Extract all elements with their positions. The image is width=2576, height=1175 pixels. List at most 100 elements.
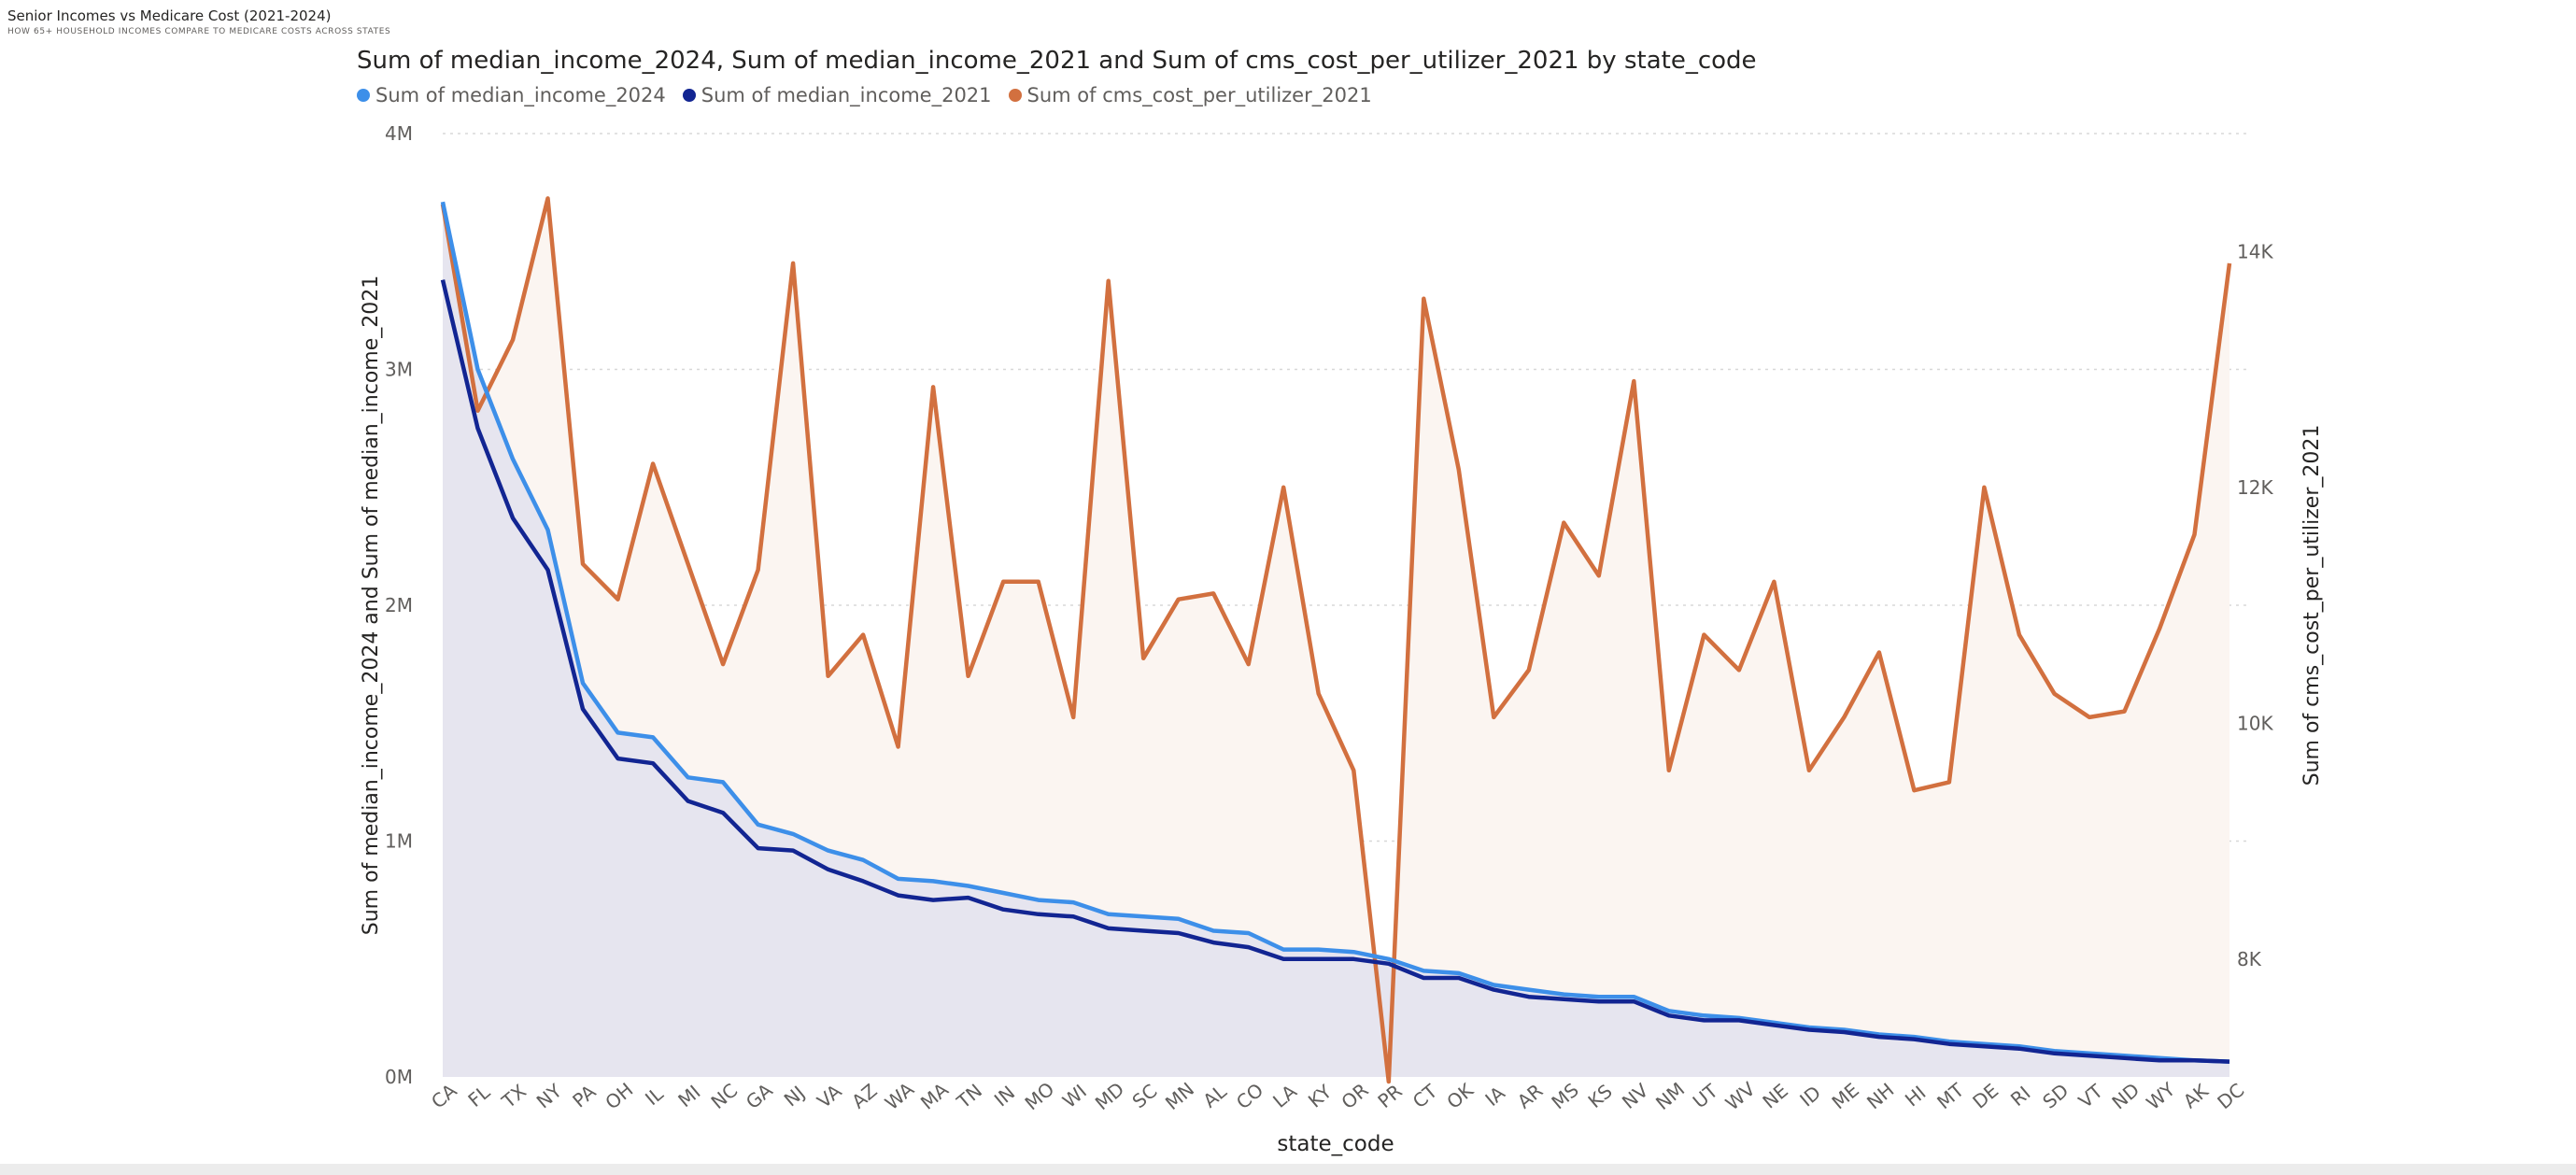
point-cms-cost (860, 632, 866, 638)
point-cms-cost (826, 673, 831, 679)
point-income-2021 (1981, 1043, 1987, 1049)
point-income-2021 (2087, 1053, 2092, 1058)
legend-label: Sum of median_income_2021 (701, 84, 992, 106)
x-tick-label: VT (2074, 1080, 2108, 1113)
x-tick-label: VA (813, 1080, 846, 1112)
point-income-2021 (720, 810, 726, 815)
y-tick-label: 4M (385, 122, 413, 145)
legend-item-cms-cost[interactable]: Sum of cms_cost_per_utilizer_2021 (1008, 84, 1372, 106)
point-income-2021 (1036, 912, 1041, 917)
point-cms-cost (1876, 650, 1882, 656)
point-cms-cost (966, 673, 971, 679)
series-line-income-2024 (440, 201, 2230, 1064)
bottom-scroll-bar (0, 1164, 2576, 1175)
y-tick-label: 1M (385, 830, 413, 853)
point-cms-cost (1806, 768, 1812, 773)
point-cms-cost (650, 461, 656, 467)
y-tick-label: 0M (385, 1066, 413, 1088)
point-income-2024 (860, 857, 866, 863)
point-income-2021 (1351, 956, 1356, 962)
point-income-2021 (1176, 930, 1182, 936)
point-income-2021 (545, 567, 551, 573)
point-cms-cost (1281, 485, 1286, 490)
point-income-2021 (1491, 987, 1496, 993)
point-income-2021 (1210, 940, 1216, 945)
y-axis-right: 8K 10K 12K 14K (2237, 240, 2273, 970)
point-income-2024 (1036, 898, 1041, 903)
point-income-2024 (1210, 927, 1216, 933)
report-subtitle: HOW 65+ HOUSEHOLD INCOMES COMPARE TO MED… (7, 27, 391, 36)
point-income-2024 (790, 831, 796, 837)
point-cms-cost (756, 567, 761, 573)
x-tick-label: NJ (780, 1082, 809, 1111)
x-tick-label: WV (1721, 1077, 1760, 1114)
point-income-2024 (930, 878, 936, 884)
x-tick-label: AZ (847, 1080, 881, 1113)
legend-dot-icon (357, 89, 370, 102)
legend-label: Sum of cms_cost_per_utilizer_2021 (1026, 84, 1372, 106)
x-tick-label: TN (952, 1080, 986, 1114)
chart-title: Sum of median_income_2024, Sum of median… (357, 47, 1757, 75)
point-income-2024 (756, 822, 761, 828)
point-income-2021 (826, 867, 831, 872)
report-title: Senior Incomes vs Medicare Cost (2021-20… (7, 7, 332, 24)
point-cms-cost (580, 561, 586, 567)
x-tick-label: WA (881, 1078, 918, 1114)
point-income-2021 (2157, 1057, 2162, 1063)
point-cms-cost (1526, 667, 1532, 672)
x-tick-label: CO (1232, 1079, 1267, 1113)
point-income-2021 (1281, 956, 1286, 962)
x-tick-label: CT (1408, 1079, 1442, 1112)
x-tick-label: SD (2038, 1079, 2073, 1112)
point-cms-cost (2227, 261, 2232, 266)
point-cms-cost (545, 195, 551, 201)
point-cms-cost (2017, 632, 2022, 638)
point-cms-cost (2157, 626, 2162, 631)
point-income-2024 (1106, 912, 1111, 917)
point-income-2021 (1246, 944, 1252, 950)
point-cms-cost (1596, 573, 1602, 578)
point-cms-cost (1911, 787, 1917, 793)
x-axis-title: state_code (1277, 1132, 1394, 1156)
point-income-2021 (1806, 1027, 1812, 1033)
legend-dot-icon (682, 89, 696, 102)
point-cms-cost (2051, 691, 2057, 697)
point-income-2021 (2121, 1055, 2127, 1061)
point-income-2021 (1070, 913, 1076, 919)
point-cms-cost (1841, 715, 1847, 720)
point-cms-cost (616, 597, 621, 602)
point-cms-cost (720, 661, 726, 667)
x-tick-label: AL (1198, 1080, 1231, 1112)
point-cms-cost (1140, 656, 1146, 661)
point-cms-cost (2121, 709, 2127, 715)
point-income-2024 (1316, 947, 1322, 953)
point-income-2021 (475, 426, 481, 432)
legend-item-income-2024[interactable]: Sum of median_income_2024 (357, 84, 666, 106)
y2-tick-label: 12K (2237, 476, 2273, 499)
x-tick-label: SC (1128, 1080, 1162, 1113)
x-tick-label: MD (1091, 1078, 1128, 1114)
point-income-2024 (1000, 890, 1006, 896)
x-tick-label: PR (1373, 1080, 1406, 1112)
x-tick-label: AR (1513, 1079, 1548, 1112)
point-income-2021 (1456, 975, 1462, 981)
x-tick-label: MO (1021, 1078, 1059, 1115)
point-income-2021 (966, 895, 971, 900)
point-income-2024 (1421, 968, 1426, 973)
x-tick-label: NV (1618, 1079, 1653, 1113)
point-income-2021 (1701, 1017, 1706, 1023)
point-cms-cost (1736, 667, 1742, 672)
point-income-2021 (1841, 1029, 1847, 1035)
point-income-2024 (1281, 947, 1286, 953)
x-tick-label: ID (1795, 1081, 1825, 1111)
point-income-2024 (1176, 916, 1182, 922)
point-income-2021 (650, 760, 656, 766)
y-tick-label: 2M (385, 594, 413, 616)
y2-axis-title: Sum of cms_cost_per_utilizer_2021 (2300, 425, 2324, 786)
x-tick-label: MS (1547, 1079, 1582, 1114)
legend-item-income-2021[interactable]: Sum of median_income_2021 (682, 84, 992, 106)
point-income-2021 (896, 893, 901, 899)
area-fills (443, 198, 2229, 1082)
point-cms-cost (1210, 590, 1216, 596)
